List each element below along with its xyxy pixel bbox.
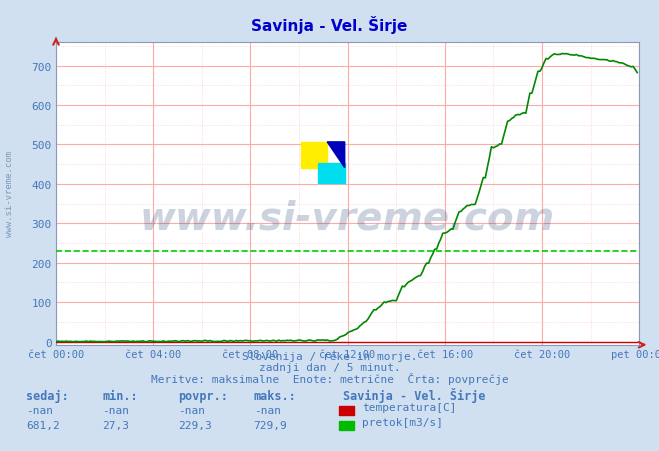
- Text: -nan: -nan: [178, 405, 205, 415]
- Text: -nan: -nan: [102, 405, 129, 415]
- Text: temperatura[C]: temperatura[C]: [362, 402, 457, 412]
- Bar: [318, 164, 345, 184]
- Text: www.si-vreme.com: www.si-vreme.com: [140, 199, 556, 237]
- Text: 229,3: 229,3: [178, 420, 212, 430]
- Text: zadnji dan / 5 minut.: zadnji dan / 5 minut.: [258, 362, 401, 372]
- Text: 27,3: 27,3: [102, 420, 129, 430]
- Text: Slovenija / reke in morje.: Slovenija / reke in morje.: [242, 351, 417, 361]
- Text: Meritve: maksimalne  Enote: metrične  Črta: povprečje: Meritve: maksimalne Enote: metrične Črta…: [151, 373, 508, 385]
- Text: maks.:: maks.:: [254, 389, 297, 402]
- Text: -nan: -nan: [26, 405, 53, 415]
- Text: 681,2: 681,2: [26, 420, 60, 430]
- Text: www.si-vreme.com: www.si-vreme.com: [5, 151, 14, 237]
- Polygon shape: [328, 143, 345, 168]
- Text: pretok[m3/s]: pretok[m3/s]: [362, 417, 444, 427]
- Text: 729,9: 729,9: [254, 420, 287, 430]
- Text: Savinja - Vel. Širje: Savinja - Vel. Širje: [251, 16, 408, 34]
- Bar: [301, 143, 328, 168]
- Text: -nan: -nan: [254, 405, 281, 415]
- Text: Savinja - Vel. Širje: Savinja - Vel. Širje: [343, 387, 485, 402]
- Text: povpr.:: povpr.:: [178, 389, 228, 402]
- Text: min.:: min.:: [102, 389, 138, 402]
- Text: sedaj:: sedaj:: [26, 389, 69, 402]
